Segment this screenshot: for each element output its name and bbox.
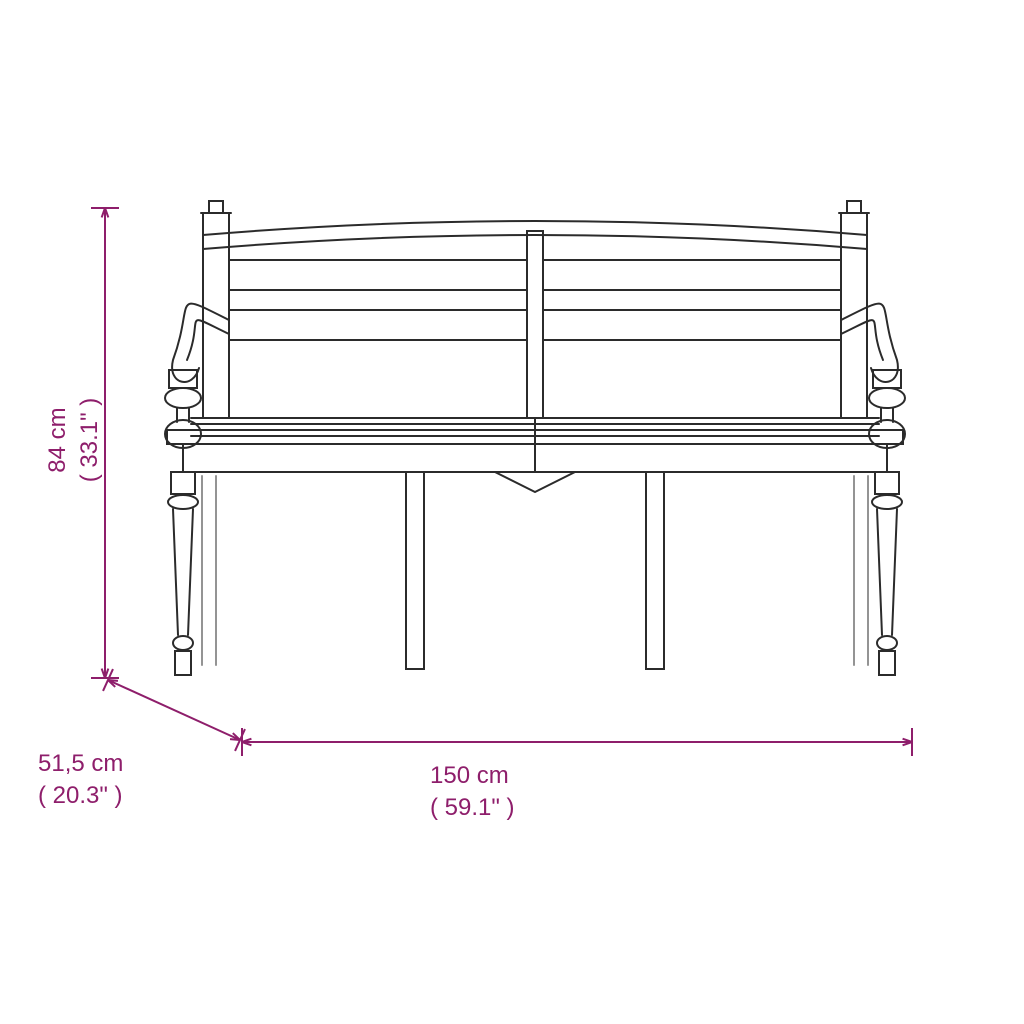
dim-depth-label: 51,5 cm ( 20.3" )	[38, 748, 208, 813]
dim-height-in: ( 33.1" )	[76, 398, 103, 483]
dim-depth-in: ( 20.3" )	[38, 782, 123, 809]
dim-width-cm: 150 cm	[430, 762, 509, 789]
dim-height-cm: 84 cm	[44, 407, 71, 472]
bench-dimension-drawing	[0, 0, 1024, 1024]
diagram-stage: { "diagram": { "type": "technical-line-d…	[0, 0, 1024, 1024]
dim-depth-cm: 51,5 cm	[38, 750, 123, 777]
dim-width-in: ( 59.1" )	[430, 794, 515, 821]
dim-width-label: 150 cm ( 59.1" )	[430, 760, 790, 825]
dim-height-label: 84 cm ( 33.1" )	[42, 330, 107, 550]
